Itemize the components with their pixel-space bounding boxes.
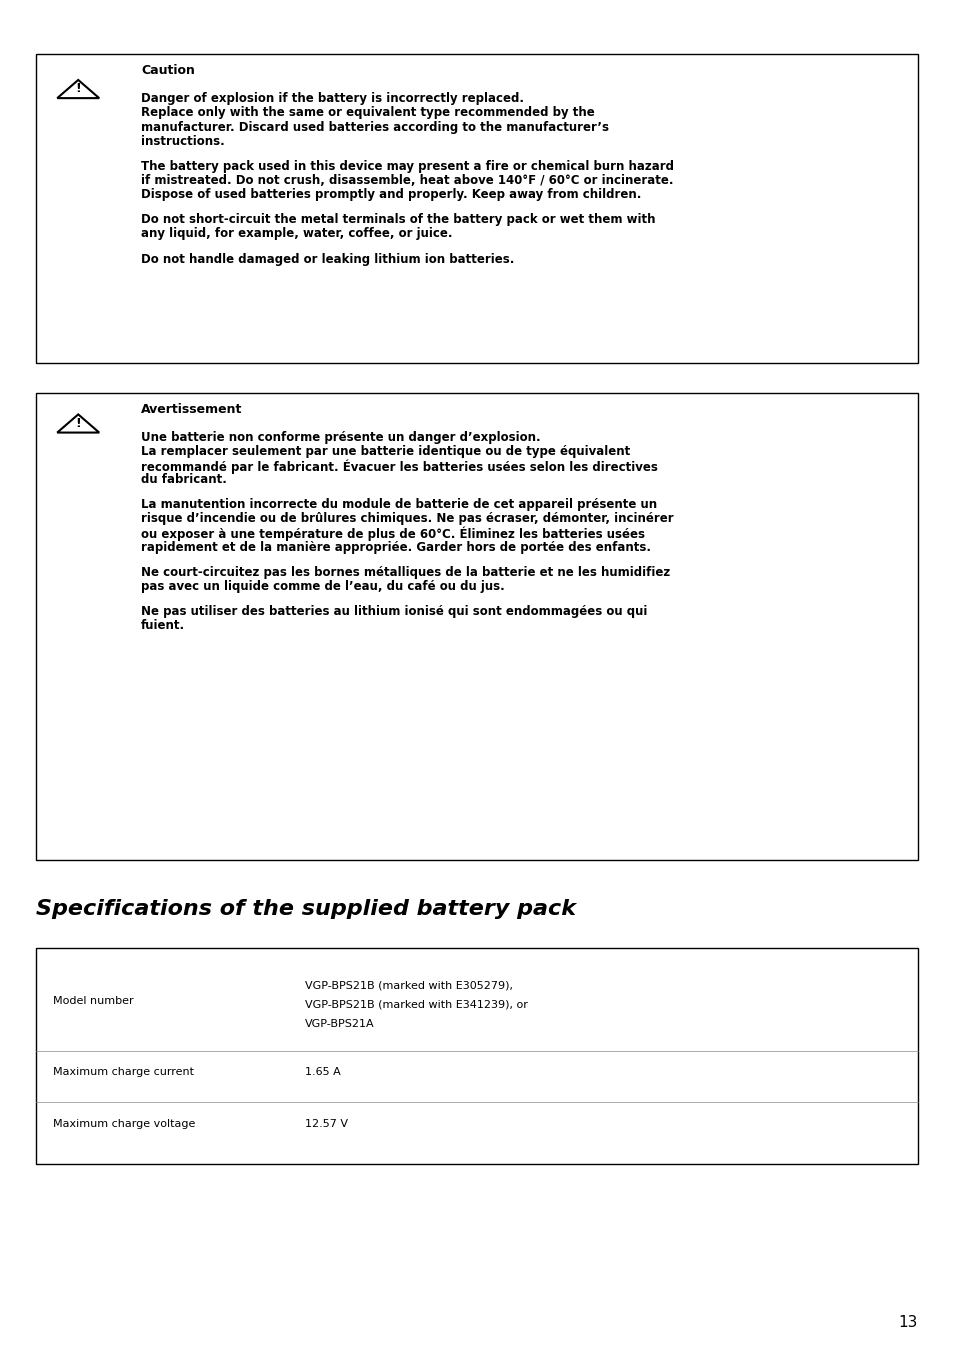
Text: risque d’incendie ou de brûlures chimiques. Ne pas écraser, démonter, incinérer: risque d’incendie ou de brûlures chimiqu… — [141, 512, 673, 525]
Text: du fabricant.: du fabricant. — [141, 473, 227, 486]
Text: recommandé par le fabricant. Évacuer les batteries usées selon les directives: recommandé par le fabricant. Évacuer les… — [141, 459, 658, 474]
FancyBboxPatch shape — [36, 393, 917, 860]
Text: 1.65 A: 1.65 A — [305, 1067, 340, 1078]
Text: Do not short-circuit the metal terminals of the battery pack or wet them with: Do not short-circuit the metal terminals… — [141, 213, 655, 226]
Text: !: ! — [75, 83, 81, 95]
Text: Caution: Caution — [141, 64, 194, 77]
Text: Do not handle damaged or leaking lithium ion batteries.: Do not handle damaged or leaking lithium… — [141, 252, 514, 265]
Text: Replace only with the same or equivalent type recommended by the: Replace only with the same or equivalent… — [141, 106, 595, 119]
Text: rapidement et de la manière appropriée. Garder hors de portée des enfants.: rapidement et de la manière appropriée. … — [141, 540, 651, 554]
Text: manufacturer. Discard used batteries according to the manufacturer’s: manufacturer. Discard used batteries acc… — [141, 121, 609, 134]
Text: La manutention incorrecte du module de batterie de cet appareil présente un: La manutention incorrecte du module de b… — [141, 498, 657, 512]
Text: Danger of explosion if the battery is incorrectly replaced.: Danger of explosion if the battery is in… — [141, 92, 523, 106]
Text: Ne court-circuitez pas les bornes métalliques de la batterie et ne les humidifie: Ne court-circuitez pas les bornes métall… — [141, 566, 670, 580]
Text: Specifications of the supplied battery pack: Specifications of the supplied battery p… — [36, 899, 576, 919]
Text: Maximum charge current: Maximum charge current — [53, 1067, 194, 1078]
FancyBboxPatch shape — [36, 54, 917, 363]
Text: Dispose of used batteries promptly and properly. Keep away from children.: Dispose of used batteries promptly and p… — [141, 188, 641, 202]
Text: if mistreated. Do not crush, disassemble, heat above 140°F / 60°C or incinerate.: if mistreated. Do not crush, disassemble… — [141, 173, 673, 187]
Text: pas avec un liquide comme de l’eau, du café ou du jus.: pas avec un liquide comme de l’eau, du c… — [141, 580, 504, 593]
Text: Model number: Model number — [53, 995, 134, 1006]
Text: fuient.: fuient. — [141, 619, 185, 632]
Text: ou exposer à une température de plus de 60°C. Éliminez les batteries usées: ou exposer à une température de plus de … — [141, 527, 644, 542]
Text: !: ! — [75, 417, 81, 429]
Text: any liquid, for example, water, coffee, or juice.: any liquid, for example, water, coffee, … — [141, 227, 453, 241]
Text: Une batterie non conforme présente un danger d’explosion.: Une batterie non conforme présente un da… — [141, 431, 540, 444]
Text: Avertissement: Avertissement — [141, 403, 242, 417]
Text: VGP-BPS21B (marked with E305279),: VGP-BPS21B (marked with E305279), — [305, 980, 513, 991]
Text: La remplacer seulement par une batterie identique ou de type équivalent: La remplacer seulement par une batterie … — [141, 444, 630, 458]
Text: The battery pack used in this device may present a fire or chemical burn hazard: The battery pack used in this device may… — [141, 160, 674, 173]
Text: 13: 13 — [898, 1315, 917, 1330]
Text: Ne pas utiliser des batteries au lithium ionisé qui sont endommagées ou qui: Ne pas utiliser des batteries au lithium… — [141, 605, 647, 619]
Text: VGP-BPS21B (marked with E341239), or: VGP-BPS21B (marked with E341239), or — [305, 999, 528, 1010]
FancyBboxPatch shape — [36, 948, 917, 1164]
Text: VGP-BPS21A: VGP-BPS21A — [305, 1018, 375, 1029]
Text: instructions.: instructions. — [141, 134, 225, 148]
Text: Maximum charge voltage: Maximum charge voltage — [53, 1118, 195, 1129]
Text: 12.57 V: 12.57 V — [305, 1118, 348, 1129]
